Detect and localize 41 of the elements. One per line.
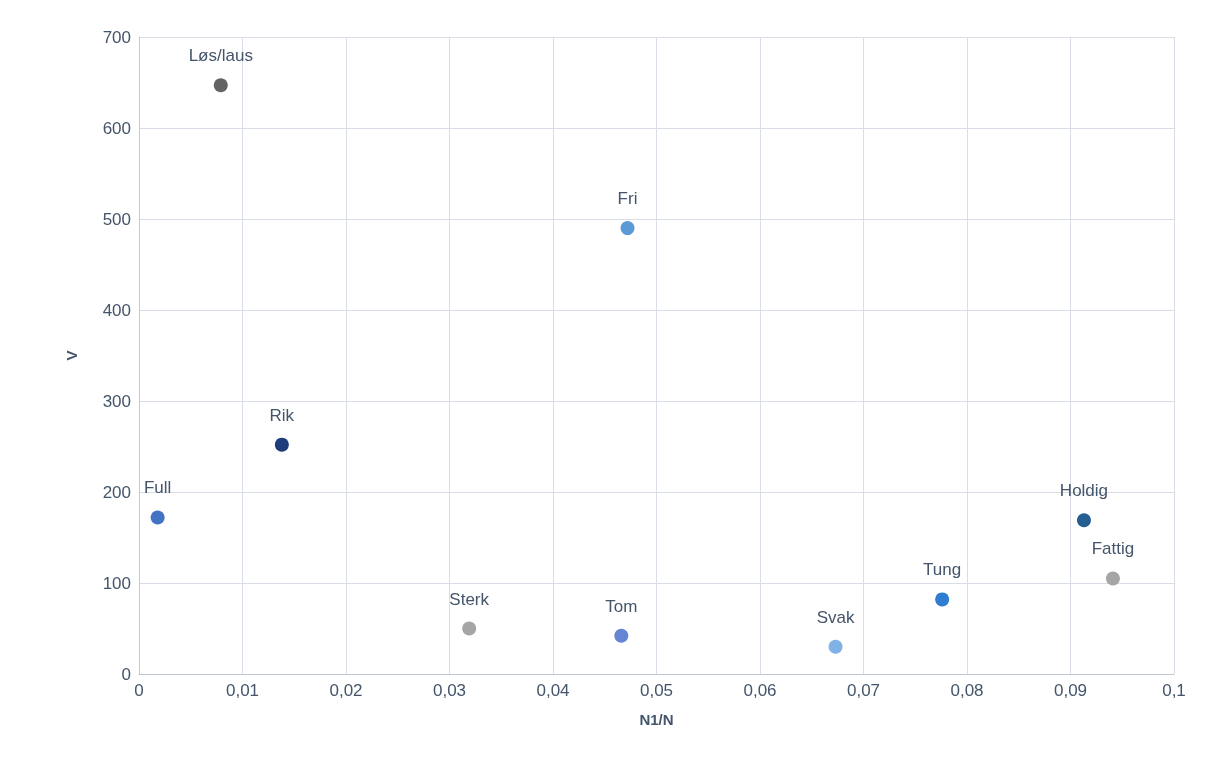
y-tick-label: 400 — [102, 300, 131, 320]
y-tick-label: 100 — [102, 573, 131, 593]
x-tick-label: 0,02 — [329, 681, 363, 700]
series-label: Full — [143, 478, 172, 498]
y-tick-label: 300 — [102, 391, 131, 411]
y-tick-label: 700 — [102, 27, 131, 47]
x-tick-label: 0,09 — [1053, 681, 1088, 700]
series-label: Holdig — [1059, 481, 1109, 501]
x-tick-label: 0,1 — [1162, 681, 1186, 700]
x-tick-label: 0,05 — [639, 681, 674, 700]
point — [614, 628, 629, 643]
x-tick-label: 0,08 — [950, 681, 984, 700]
x-tick-label: 0,07 — [846, 681, 881, 700]
x-tick-label: 0 — [134, 681, 144, 700]
x-tick-label: 0,04 — [536, 681, 570, 700]
series-label: Fri — [617, 189, 638, 209]
y-tick-label: 200 — [102, 482, 131, 502]
series-label: Sterk — [449, 589, 490, 609]
x-tick-label: 0,06 — [743, 681, 777, 700]
y-tick-label: 600 — [102, 118, 131, 138]
series-label: Løs/laus — [188, 46, 253, 66]
series-label: Svak — [816, 607, 855, 627]
point — [935, 592, 950, 607]
series-label: Tom — [605, 596, 638, 616]
point — [1105, 571, 1120, 586]
x-tick-label: 0,01 — [225, 681, 260, 700]
series-label: Rik — [269, 405, 295, 425]
point — [620, 221, 635, 236]
y-tick-label: 0 — [121, 664, 131, 684]
x-tick-label: 0,03 — [432, 681, 467, 700]
x-axis-title: N1/N — [639, 711, 674, 728]
point — [462, 621, 477, 636]
point — [274, 437, 289, 452]
point — [213, 78, 228, 93]
series-label: Tung — [923, 560, 962, 580]
point — [150, 510, 165, 525]
point — [1076, 513, 1091, 528]
y-axis-title: V — [63, 350, 80, 361]
series-label: Fattig — [1091, 539, 1135, 559]
point — [828, 639, 843, 654]
y-tick-label: 500 — [102, 209, 131, 229]
